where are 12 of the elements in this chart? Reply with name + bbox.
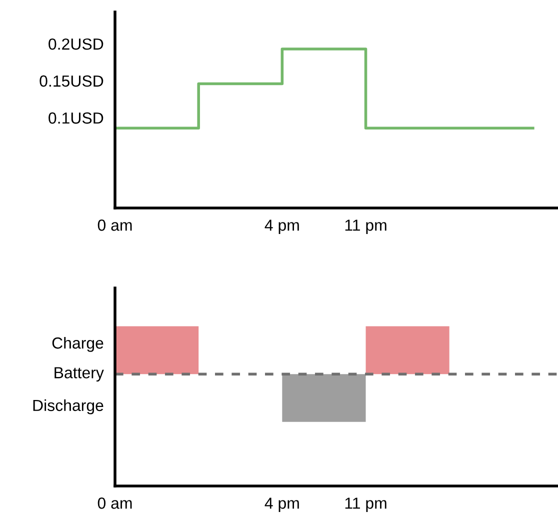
y-tick-label: 0.1USD xyxy=(48,112,104,124)
x-tick-label: 4 pm xyxy=(264,498,299,512)
ref-line-label: Battery xyxy=(54,367,104,382)
y-tick-label: 0.15USD xyxy=(40,75,104,87)
text: Charge xyxy=(52,336,104,352)
x-tick-label: 11 pm xyxy=(345,498,386,512)
x-tick-label: 0 am xyxy=(98,498,132,509)
x-tick-label: 11 pm xyxy=(345,220,386,234)
x-tick-label: 4 pm xyxy=(264,220,299,234)
x-tick-label: 0 am xyxy=(98,220,132,231)
y-tick-label: 0.2USD xyxy=(48,38,104,50)
text: Discharge xyxy=(33,399,104,414)
